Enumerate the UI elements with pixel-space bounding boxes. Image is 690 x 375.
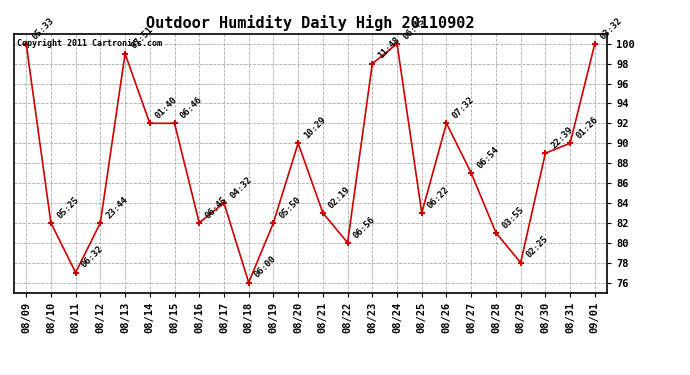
Title: Outdoor Humidity Daily High 20110902: Outdoor Humidity Daily High 20110902	[146, 15, 475, 31]
Text: 06:46: 06:46	[179, 95, 204, 120]
Text: 01:40: 01:40	[154, 95, 179, 120]
Text: 05:25: 05:25	[55, 195, 81, 220]
Text: 04:32: 04:32	[228, 175, 253, 200]
Text: 05:33: 05:33	[30, 15, 56, 41]
Text: 23:44: 23:44	[104, 195, 130, 220]
Text: 06:32: 06:32	[80, 244, 105, 270]
Text: 06:56: 06:56	[352, 214, 377, 240]
Text: 06:45: 06:45	[204, 195, 229, 220]
Text: 02:19: 02:19	[327, 185, 353, 210]
Text: 05:50: 05:50	[277, 195, 303, 220]
Text: 06:54: 06:54	[475, 145, 501, 170]
Text: 01:26: 01:26	[574, 115, 600, 141]
Text: 03:55: 03:55	[500, 205, 526, 230]
Text: 22:39: 22:39	[549, 125, 575, 150]
Text: 07:32: 07:32	[451, 95, 476, 120]
Text: 06:00: 06:00	[253, 254, 278, 280]
Text: 03:32: 03:32	[599, 15, 624, 41]
Text: 10:29: 10:29	[302, 115, 328, 141]
Text: 06:45: 06:45	[401, 15, 426, 41]
Text: 02:25: 02:25	[525, 234, 550, 260]
Text: 11:48: 11:48	[377, 36, 402, 61]
Text: Copyright 2011 Cartronics.com: Copyright 2011 Cartronics.com	[17, 39, 161, 48]
Text: 07:51: 07:51	[129, 26, 155, 51]
Text: 06:22: 06:22	[426, 185, 451, 210]
